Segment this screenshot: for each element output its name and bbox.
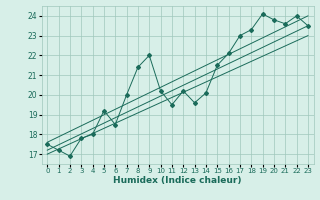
X-axis label: Humidex (Indice chaleur): Humidex (Indice chaleur) <box>113 176 242 185</box>
